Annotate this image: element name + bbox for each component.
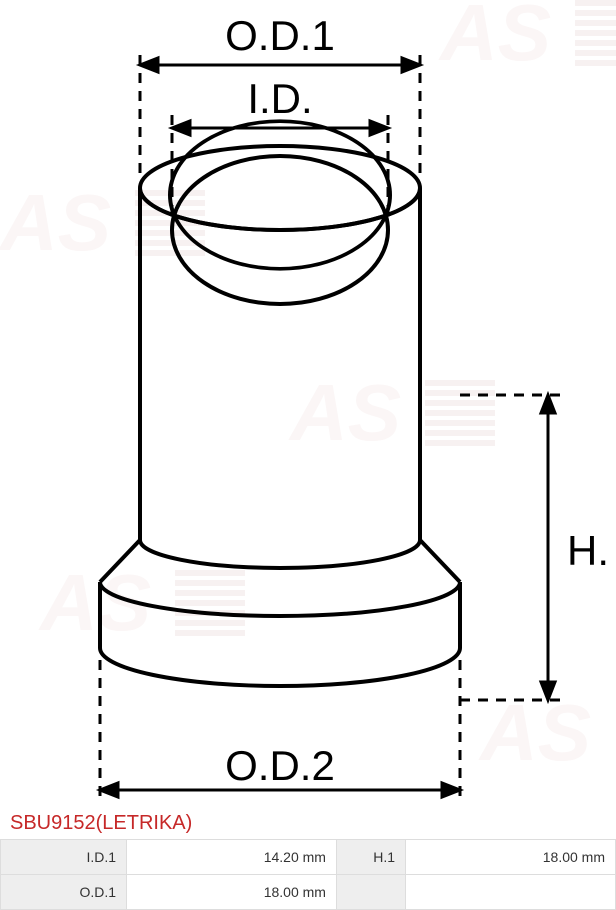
svg-text:AS: AS: [438, 0, 551, 77]
cell-value: 18.00 mm: [406, 840, 616, 875]
table-row: O.D.1 18.00 mm: [1, 875, 616, 910]
cell-label: [336, 875, 405, 910]
cell-label: O.D.1: [1, 875, 127, 910]
cell-value: [406, 875, 616, 910]
technical-diagram: AS AS: [0, 0, 616, 810]
svg-text:AS: AS: [0, 178, 111, 267]
table-row: I.D.1 14.20 mm H.1 18.00 mm: [1, 840, 616, 875]
label-h: H.: [567, 527, 609, 574]
label-id: I.D.: [247, 75, 312, 122]
cell-value: 14.20 mm: [127, 840, 337, 875]
spec-table: I.D.1 14.20 mm H.1 18.00 mm O.D.1 18.00 …: [0, 839, 616, 910]
cell-label: I.D.1: [1, 840, 127, 875]
label-od2: O.D.2: [225, 742, 335, 789]
label-od1: O.D.1: [225, 12, 335, 59]
cell-label: H.1: [336, 840, 405, 875]
svg-text:AS: AS: [288, 368, 401, 457]
product-title: SBU9152(LETRIKA): [0, 810, 616, 839]
cell-value: 18.00 mm: [127, 875, 337, 910]
